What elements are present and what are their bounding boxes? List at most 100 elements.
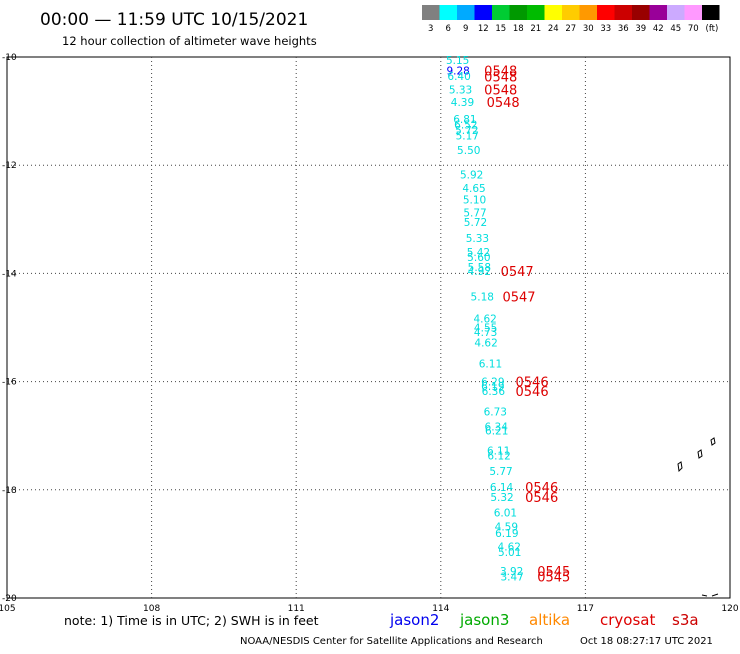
colorbar-swatch [579, 5, 597, 20]
wave-height-label: 5.15 [446, 55, 469, 67]
wave-height-label: 6.12 [487, 451, 510, 463]
pass-time-label: 0545 [537, 565, 570, 580]
map-frame [6, 56, 731, 599]
wave-height-label: 6.21 [485, 425, 508, 437]
wave-height-label: 6.19 [495, 528, 518, 540]
wave-height-label: 4.39 [451, 97, 474, 109]
satellite-legend-cryosat: cryosat [600, 611, 655, 629]
wave-height-label: 6.81 [453, 114, 476, 126]
x-tick-label: 111 [288, 604, 305, 614]
wave-height-label: 5.92 [460, 169, 483, 181]
wave-height-label: 6.11 [479, 359, 502, 371]
wave-height-label: 5.01 [498, 547, 521, 559]
colorbar-swatch [562, 5, 580, 20]
satellite-legend-jason3: jason3 [459, 611, 509, 629]
colorbar-legend: 3 6 9 12 15 18 21 24 27 30 33 36 39 42 45 70 (ft) [422, 5, 720, 34]
colorbar-swatch [474, 5, 492, 20]
colorbar-swatch [439, 5, 457, 20]
colorbar-label: 3 [428, 24, 433, 34]
pass-time-label: 0546 [516, 385, 549, 400]
satellite-legend-jason2: jason2 [389, 611, 439, 629]
y-tick-label: -12 [2, 161, 17, 171]
wave-height-label: 5.10 [463, 194, 486, 206]
colorbar-swatch [702, 5, 720, 20]
island-shape [697, 449, 703, 459]
wave-height-label: 6.01 [494, 508, 517, 520]
wave-height-label: 6.73 [484, 406, 507, 418]
chart-title: 00:00 — 11:59 UTC 10/15/2021 [40, 10, 308, 30]
colorbar-label: 39 [635, 24, 646, 34]
wave-height-label: 4.65 [462, 183, 485, 195]
y-tick-label: -10 [2, 53, 17, 63]
colorbar-label: 12 [478, 24, 489, 34]
wave-height-label: 4.62 [474, 338, 497, 350]
credit-line: NOAA/NESDIS Center for Satellite Applica… [240, 636, 543, 647]
colorbar-swatch [544, 5, 562, 20]
wave-height-label: 5.33 [466, 233, 489, 245]
colorbar-label: 33 [600, 24, 611, 34]
wave-height-observations: 5.159.286.405.334.396.816.525.725.175.50… [446, 55, 524, 583]
wave-height-label: 3.47 [500, 571, 523, 583]
colorbar-label: 42 [653, 24, 664, 34]
wave-height-label: 5.72 [464, 217, 487, 229]
colorbar-swatch [667, 5, 685, 20]
colorbar-label: 21 [530, 24, 541, 34]
wave-height-label: 5.17 [456, 130, 479, 142]
chart-subtitle: 12 hour collection of altimeter wave hei… [62, 34, 317, 48]
wave-height-label: 6.34 [485, 422, 509, 434]
x-tick-label: 105 [0, 604, 16, 614]
y-tick-label: -18 [2, 486, 17, 496]
wave-height-label: 6.19 [481, 381, 504, 393]
x-tick-label: 108 [143, 604, 160, 614]
wave-height-label: 4.62 [498, 542, 521, 554]
x-tick-label: 120 [721, 604, 738, 614]
island-shape [710, 437, 716, 446]
axis-ticks: 105 108 111 114 117 120 -10 -12 -14 -16 -18 -20 [0, 53, 739, 614]
colorbar-swatch [422, 5, 440, 20]
colorbar-swatch [632, 5, 650, 20]
map-grid [7, 57, 730, 598]
colorbar-label: 45 [670, 24, 681, 34]
x-tick-label: 117 [577, 604, 594, 614]
pass-time-labels: 0548054805480548054705470546054605460546… [484, 65, 570, 586]
wave-height-label: 9.28 [446, 66, 469, 78]
coastline-islands [677, 437, 719, 597]
coastline-fragment [701, 593, 719, 597]
colorbar-swatch [457, 5, 475, 20]
wave-height-label: 5.72 [455, 125, 478, 137]
wave-height-label: 6.40 [447, 71, 470, 83]
colorbar-label: 30 [583, 24, 594, 34]
wave-height-label: 5.77 [489, 466, 512, 478]
colorbar-swatch [527, 5, 545, 20]
wave-height-label: 6.29 [481, 377, 504, 389]
pass-time-label: 0547 [502, 291, 535, 306]
colorbar-swatch [614, 5, 632, 20]
wave-height-label: 6.11 [487, 445, 510, 457]
wave-height-label: 5.58 [468, 262, 491, 274]
pass-time-label: 0548 [484, 65, 517, 80]
wave-height-label: 4.55 [474, 323, 497, 335]
footnote: note: 1) Time is in UTC; 2) SWH is in fe… [64, 613, 319, 628]
colorbar-swatch [684, 5, 702, 20]
wave-height-label: 5.42 [467, 247, 490, 259]
wave-height-label: 3.92 [500, 566, 523, 578]
wave-height-label: 6.36 [482, 386, 506, 398]
wave-height-label: 4.73 [474, 327, 497, 339]
generated-timestamp: Oct 18 08:27:17 UTC 2021 [580, 636, 713, 647]
wave-height-label: 5.60 [467, 252, 490, 264]
colorbar-unit: (ft) [706, 24, 719, 34]
colorbar-swatch [509, 5, 527, 20]
wave-height-label: 5.77 [463, 207, 486, 219]
pass-time-label: 0546 [525, 491, 558, 506]
wave-height-label: 5.18 [471, 292, 494, 304]
wave-height-label: 5.33 [449, 84, 472, 96]
colorbar-label: 24 [548, 24, 559, 34]
colorbar-label: 27 [565, 24, 576, 34]
wave-height-label: 4.59 [495, 522, 518, 534]
pass-time-label: 0545 [537, 570, 570, 585]
colorbar-label: 36 [618, 24, 629, 34]
pass-time-label: 0548 [484, 70, 517, 85]
wave-height-label: 6.14 [490, 482, 514, 494]
x-tick-label: 114 [432, 604, 449, 614]
